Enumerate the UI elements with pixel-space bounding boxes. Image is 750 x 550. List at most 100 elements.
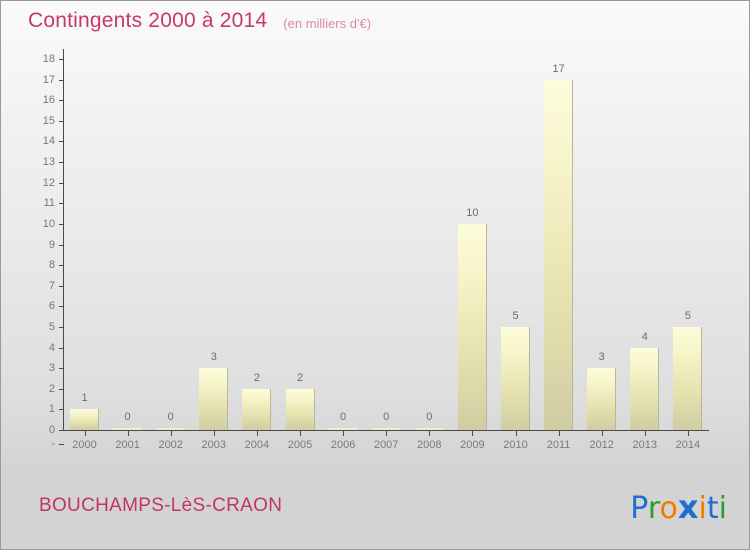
y-axis-tick-label: 10 (42, 217, 55, 230)
bar-value-label: 3 (210, 351, 217, 364)
y-axis-tick (59, 285, 64, 287)
bar-value-label: 0 (383, 411, 390, 423)
x-axis-tick-label: 2008 (417, 439, 442, 451)
y-axis-tick-label: 4 (48, 341, 55, 354)
y-axis-tick-label: - (51, 438, 55, 450)
logo-letter-r-1: r (647, 491, 660, 526)
logo-letter-t-5: t (706, 491, 719, 526)
bar-2010[interactable] (501, 326, 530, 430)
x-axis-tick (644, 430, 646, 436)
bar-2008[interactable] (414, 428, 444, 430)
x-axis-tick-label: 2013 (632, 439, 658, 451)
logo-letter-i-4: i (698, 491, 707, 526)
y-axis-tick (59, 444, 64, 445)
y-axis-tick-label: 11 (43, 197, 55, 210)
x-axis-tick-label: 2000 (72, 439, 97, 451)
logo-letter-o-2: o (659, 491, 678, 526)
x-axis-tick-label: 2010 (503, 439, 528, 451)
y-axis-tick (59, 347, 64, 349)
chart-footer: BOUCHAMPS-LèS-CRAON Proxiti (1, 479, 749, 549)
bar-2005[interactable] (285, 388, 315, 430)
logo-letter-i-6: i (718, 491, 727, 526)
bar-value-label: 5 (684, 309, 691, 322)
x-axis-tick (343, 430, 345, 436)
x-axis-tick-label: 2009 (460, 439, 485, 451)
y-axis-tick (59, 162, 64, 164)
y-axis-tick-label: 13 (42, 156, 55, 169)
y-axis-tick-label: 15 (42, 114, 55, 127)
chart-header: Contingents 2000 à 2014 (en milliers d'€… (1, 1, 749, 41)
bar-2001[interactable] (113, 428, 143, 430)
bar-value-label: 0 (124, 411, 131, 423)
x-axis-tick-label: 2002 (158, 439, 183, 451)
y-axis-tick-label: 3 (48, 362, 55, 375)
y-axis-tick (59, 182, 64, 184)
x-axis-tick (256, 430, 258, 436)
logo-letter-x-3: x (677, 488, 699, 526)
x-axis-tick (127, 430, 129, 436)
x-axis-tick (601, 430, 603, 436)
x-axis-tick (300, 430, 301, 436)
chart-units-subtitle: (en milliers d'€) (283, 15, 372, 31)
bar-value-label: 3 (598, 351, 605, 364)
x-axis-tick (515, 430, 517, 436)
y-axis-tick (59, 79, 64, 81)
y-axis-tick (59, 223, 64, 225)
y-axis-tick (59, 430, 64, 431)
x-axis-tick-label: 2007 (373, 439, 399, 451)
bar-2002[interactable] (156, 428, 186, 430)
x-axis-tick-label: 2011 (546, 439, 571, 451)
bar-value-label: 5 (512, 309, 519, 322)
bar-value-label: 0 (426, 411, 433, 423)
y-axis-line (63, 49, 64, 431)
y-axis-tick (59, 388, 64, 390)
y-axis-tick-label: 17 (42, 73, 55, 86)
bar-2014[interactable] (673, 326, 703, 430)
y-axis-tick-label: 1 (48, 403, 55, 416)
x-axis-tick (386, 430, 388, 436)
y-axis-tick-label: 16 (42, 94, 55, 107)
x-axis-tick-label: 2006 (330, 439, 356, 451)
y-axis-tick-label: 2 (48, 382, 55, 395)
y-axis-tick (59, 326, 64, 328)
y-axis-tick-label: 12 (42, 176, 55, 189)
y-axis-tick-label: 5 (48, 320, 55, 333)
x-axis-tick-label: 2012 (589, 439, 614, 451)
bar-value-label: 10 (466, 206, 479, 219)
y-axis-tick (59, 306, 64, 308)
bar-2012[interactable] (587, 368, 617, 430)
bar-2009[interactable] (457, 223, 487, 430)
bar-2007[interactable] (371, 428, 401, 430)
y-axis-tick (59, 59, 64, 60)
y-axis-tick (59, 120, 64, 122)
bar-2004[interactable] (242, 388, 272, 430)
y-axis-tick-label: 18 (42, 53, 55, 65)
proxiti-logo[interactable]: Proxiti (630, 487, 727, 529)
x-axis-tick (213, 430, 215, 436)
x-axis-tick (84, 430, 86, 436)
bar-value-label: 0 (167, 411, 174, 423)
y-axis-tick-label: 9 (48, 238, 55, 251)
bar-chart-plot-area: 18 17 16 15 14 13 12 11 10 9 8 7 6 5 4 3 2 1 0- 2000 2001 20… (43, 49, 731, 451)
bar-value-label: 0 (340, 411, 347, 423)
x-axis-tick (170, 430, 172, 436)
x-axis-tick (472, 430, 474, 436)
y-axis-tick-label: 0 (48, 424, 55, 436)
bar-value-label: 4 (641, 330, 648, 343)
bar-2006[interactable] (328, 428, 358, 430)
y-axis-tick (59, 409, 64, 411)
x-axis-tick-label: 2014 (675, 439, 701, 451)
x-axis-tick-label: 2005 (287, 439, 313, 451)
page-title: Contingents 2000 à 2014 (28, 9, 268, 32)
bar-value-label: 2 (296, 371, 304, 384)
bar-2000[interactable] (70, 409, 99, 430)
commune-name-label: BOUCHAMPS-LèS-CRAON (39, 495, 283, 516)
bar-value-label: 17 (552, 62, 565, 75)
bar-2003[interactable] (199, 368, 229, 430)
x-axis-tick-label: 2003 (201, 439, 227, 451)
x-axis-tick (687, 430, 689, 436)
bar-2013[interactable] (630, 347, 660, 430)
bar-value-label: 2 (253, 371, 260, 384)
bar-2011[interactable] (544, 79, 574, 430)
